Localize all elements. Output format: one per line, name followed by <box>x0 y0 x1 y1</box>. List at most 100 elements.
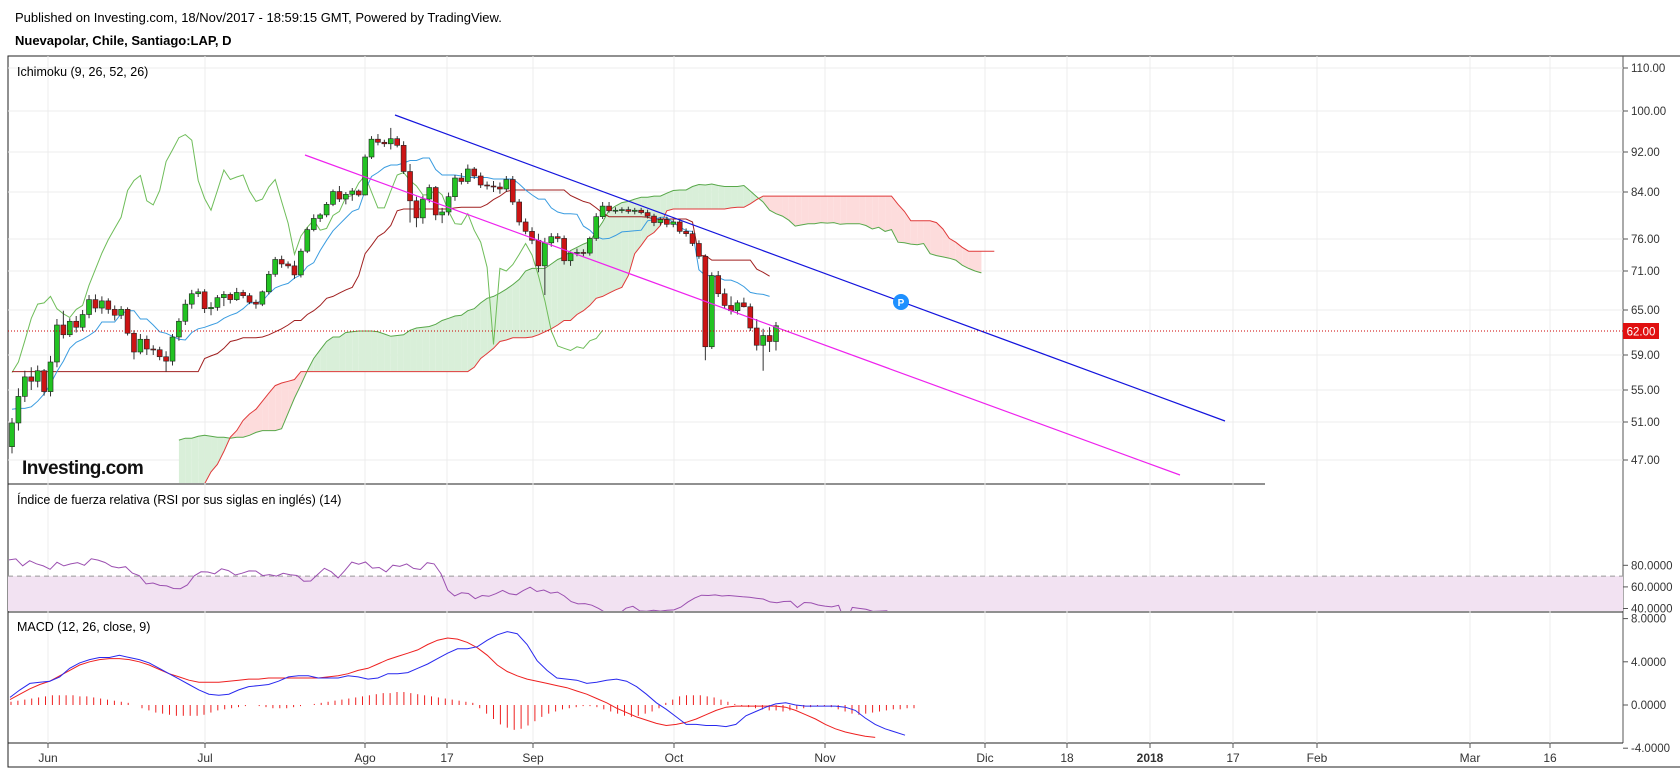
ichimoku-cloud <box>204 435 212 483</box>
ichimoku-cloud <box>955 242 963 266</box>
candle <box>233 292 240 300</box>
candle <box>343 194 349 200</box>
pivot-marker-label: P <box>898 298 905 309</box>
candle <box>195 291 201 295</box>
candle <box>368 138 375 158</box>
last-price-badge <box>1623 323 1659 339</box>
rsi-band <box>8 576 1623 611</box>
candle <box>490 185 497 188</box>
last-price-label: 62.00 <box>1627 327 1656 339</box>
ichimoku-cloud <box>833 196 841 225</box>
ichimoku-cloud <box>345 331 353 372</box>
ichimoku-cloud <box>551 259 558 329</box>
candle <box>298 250 304 276</box>
ichimoku-cloud <box>390 335 398 372</box>
candle <box>124 309 131 334</box>
ichimoku-cloud <box>731 186 738 208</box>
time-axis-label: 17 <box>440 751 454 765</box>
candle <box>522 221 529 232</box>
ichimoku-cloud <box>801 196 809 225</box>
ichimoku-cloud <box>474 302 481 368</box>
candle <box>66 320 73 336</box>
candle <box>631 209 638 212</box>
ichimoku-cloud <box>763 196 770 211</box>
ichimoku-cloud <box>397 334 404 372</box>
macd-signal-line <box>9 637 876 738</box>
ichimoku-cloud <box>365 331 372 372</box>
macd-line <box>9 631 906 736</box>
ichimoku-cloud <box>448 316 455 372</box>
ichimoku-cloud <box>769 196 776 214</box>
ichimoku-cloud <box>564 250 571 321</box>
ichimoku-cloud <box>422 326 430 372</box>
ichimoku-cloud <box>255 401 263 433</box>
ichimoku-cloud <box>782 196 789 221</box>
ichimoku-cloud <box>570 247 577 321</box>
ichimoku-cloud <box>352 331 359 372</box>
candle <box>593 216 600 239</box>
ichimoku-cloud <box>885 196 892 232</box>
candle <box>407 171 413 202</box>
ichimoku-cloud <box>904 211 911 245</box>
candle <box>452 177 458 198</box>
ichimoku-cloud <box>615 202 622 290</box>
ichimoku-cloud <box>506 284 513 340</box>
candle <box>741 302 747 308</box>
ichimoku-cloud <box>512 279 520 338</box>
price-axis-label: 65.00 <box>1631 305 1660 317</box>
macd-title: MACD (12, 26, close, 9) <box>17 620 150 634</box>
ichimoku-cloud <box>840 196 847 225</box>
ichimoku-cloud <box>249 409 256 436</box>
rsi-axis-label: 40.0000 <box>1631 604 1673 616</box>
candle <box>721 293 728 306</box>
chart-frame <box>7 55 1680 768</box>
time-axis-label: Nov <box>814 751 835 765</box>
ichimoku-cloud <box>339 332 346 372</box>
candle <box>554 236 561 239</box>
candle <box>766 335 773 342</box>
candle <box>240 292 246 297</box>
candle <box>47 361 54 392</box>
time-axis-label: 16 <box>1543 751 1557 765</box>
candle <box>137 338 144 353</box>
ichimoku-cloud <box>217 437 224 465</box>
ichimoku-cloud <box>493 293 500 349</box>
ichimoku-cloud <box>686 186 693 210</box>
time-axis-label: Feb <box>1307 751 1328 765</box>
candle <box>580 252 587 254</box>
kijun-sen-line <box>12 189 770 373</box>
ichimoku-cloud <box>917 220 924 245</box>
candle <box>201 291 208 309</box>
ichimoku-cloud <box>326 337 333 372</box>
time-axis-label: Jun <box>38 751 57 765</box>
ichimoku-cloud <box>538 268 545 335</box>
candle <box>567 252 574 262</box>
price-axis-label: 84.00 <box>1631 187 1660 199</box>
candle <box>310 218 317 230</box>
candle <box>387 138 394 145</box>
candle <box>317 214 323 219</box>
ichimoku-cloud <box>628 199 635 276</box>
candle <box>516 201 522 223</box>
candle <box>265 273 272 293</box>
price-axis-label: 110.00 <box>1631 63 1665 75</box>
ichimoku-cloud <box>775 196 783 217</box>
candle <box>214 297 221 308</box>
tenkan-sen-line <box>11 157 770 410</box>
ichimoku-cloud <box>936 222 943 257</box>
price-axis-label: 51.00 <box>1631 417 1660 429</box>
candle <box>92 299 99 309</box>
candle <box>458 177 465 182</box>
ichimoku-cloud <box>949 238 956 261</box>
time-axis-label: Dic <box>976 751 993 765</box>
candle <box>41 370 47 392</box>
time-axis-label: 17 <box>1226 751 1240 765</box>
candle <box>163 356 169 362</box>
ichimoku-cloud <box>910 220 918 245</box>
candle <box>606 205 612 212</box>
candle <box>246 295 253 303</box>
ichimoku-cloud <box>377 331 385 372</box>
time-axis-label: Mar <box>1460 751 1481 765</box>
ichimoku-cloud <box>191 436 199 483</box>
